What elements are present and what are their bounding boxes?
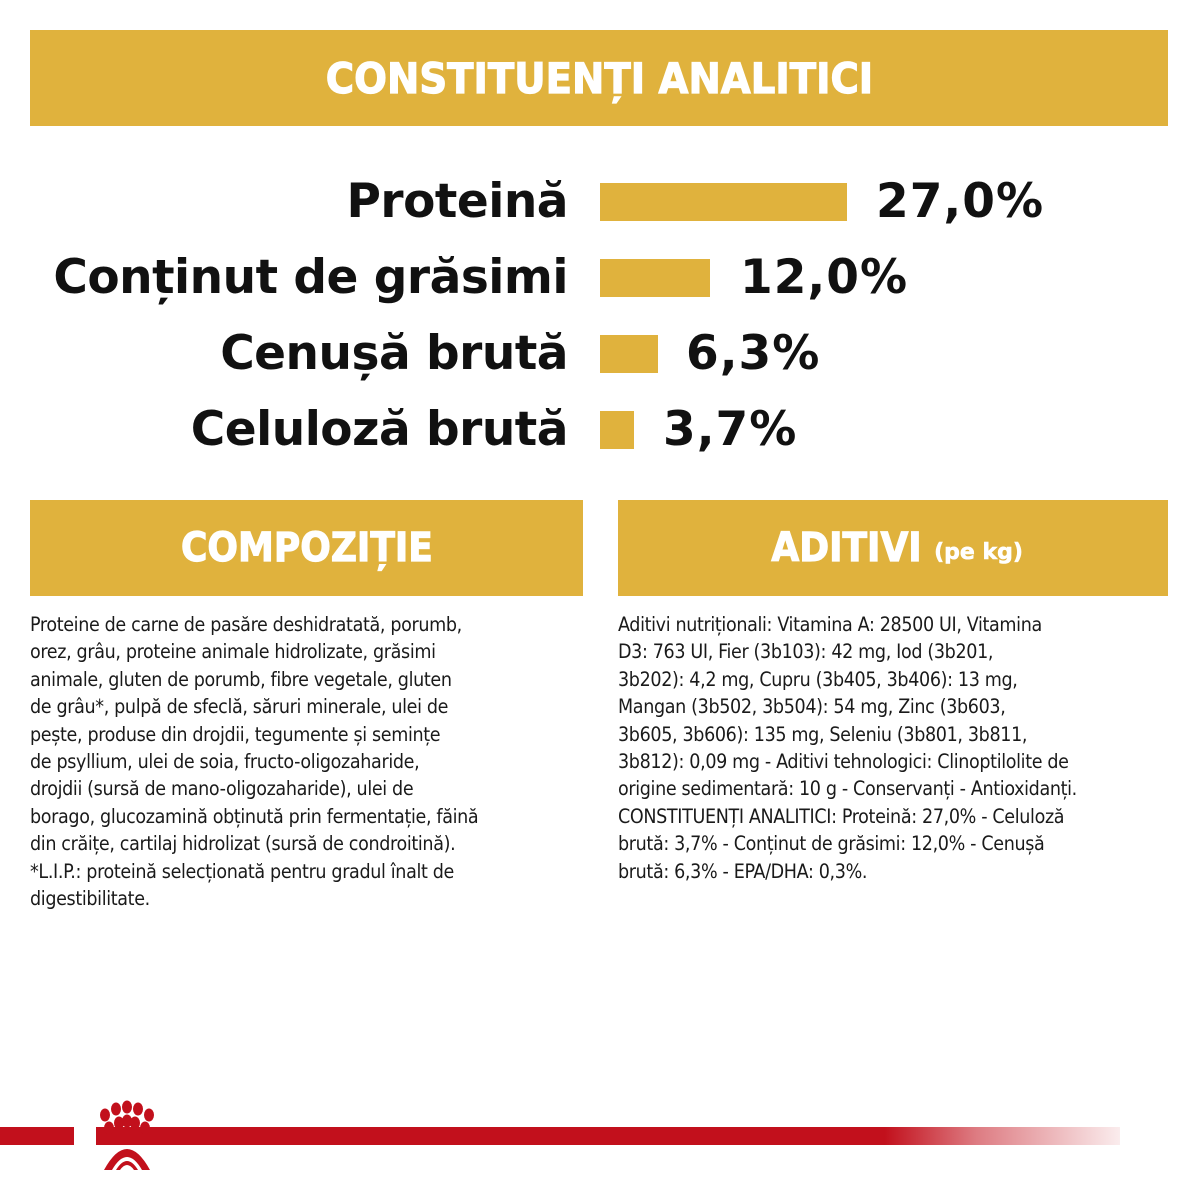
- row-value: 6,3%: [686, 326, 821, 381]
- text-line: 3b202): 4,2 mg, Cupru (3b405, 3b406): 13…: [618, 667, 1018, 691]
- composition-banner: COMPOZIȚIE: [30, 500, 583, 596]
- text-line: D3: 763 UI, Fier (3b103): 42 mg, Iod (3b…: [618, 640, 994, 664]
- text-line: de psyllium, ulei de soia, fructo-oligoz…: [30, 750, 420, 774]
- text-line: animale, gluten de porumb, fibre vegetal…: [30, 667, 452, 691]
- row-label: Cenușă brută: [220, 326, 568, 381]
- text-line: pește, produse din drojdii, tegumente și…: [30, 722, 441, 746]
- composition-text: Proteine de carne de pasăre deshidratată…: [30, 611, 590, 912]
- chart-row-fiber: Celuloză brută 3,7%: [0, 392, 1200, 468]
- text-line: 3b605, 3b606): 135 mg, Seleniu (3b801, 3…: [618, 722, 1028, 746]
- row-label: Conținut de grăsimi: [53, 250, 568, 305]
- text-line: digestibilitate.: [30, 887, 150, 911]
- additives-subtitle: (pe kg): [934, 539, 1023, 565]
- text-line: brută: 3,7% - Conținut de grăsimi: 12,0%…: [618, 832, 1045, 856]
- text-line: brută: 6,3% - EPA/DHA: 0,3%.: [618, 859, 868, 883]
- text-line: drojdii (sursă de mano-oligozaharide), u…: [30, 777, 414, 801]
- chart-row-fat: Conținut de grăsimi 12,0%: [0, 240, 1200, 316]
- analytical-constituents-banner: CONSTITUENȚI ANALITICI: [30, 30, 1168, 126]
- row-label: Celuloză brută: [190, 402, 569, 457]
- additives-banner: ADITIVI (pe kg): [618, 500, 1168, 596]
- banner-title: CONSTITUENȚI ANALITICI: [325, 53, 873, 103]
- text-line: *L.I.P.: proteină selecționată pentru gr…: [30, 859, 454, 883]
- additives-text: Aditivi nutriționali: Vitamina A: 28500 …: [618, 611, 1178, 885]
- composition-title: COMPOZIȚIE: [180, 524, 433, 571]
- text-line: de grâu*, pulpă de sfeclă, săruri minera…: [30, 695, 449, 719]
- brand-footer: [0, 1100, 1200, 1170]
- row-value: 12,0%: [740, 250, 909, 305]
- text-line: din crăițe, cartilaj hidrolizat (sursă d…: [30, 832, 456, 856]
- bar-fat: [600, 259, 710, 297]
- row-label: Proteină: [346, 174, 568, 229]
- crown-icon: [100, 1100, 154, 1170]
- brand-stripe-left: [0, 1127, 74, 1145]
- text-line: orez, grâu, proteine animale hidrolizate…: [30, 640, 436, 664]
- brand-stripe-right: [96, 1127, 1120, 1145]
- text-line: CONSTITUENȚI ANALITICI: Proteină: 27,0% …: [618, 804, 1065, 828]
- nutrient-bar-chart: Proteină 27,0% Conținut de grăsimi 12,0%…: [0, 164, 1200, 464]
- row-value: 3,7%: [663, 402, 798, 457]
- chart-row-protein: Proteină 27,0%: [0, 164, 1200, 240]
- row-value: 27,0%: [876, 174, 1045, 229]
- text-line: 3b812): 0,09 mg - Aditivi tehnologici: C…: [618, 750, 1069, 774]
- chart-row-ash: Cenușă brută 6,3%: [0, 316, 1200, 392]
- text-line: Aditivi nutriționali: Vitamina A: 28500 …: [618, 613, 1042, 636]
- text-line: Proteine de carne de pasăre deshidratată…: [30, 613, 462, 636]
- bar-fiber: [600, 411, 634, 449]
- text-line: Mangan (3b502, 3b504): 54 mg, Zinc (3b60…: [618, 695, 1006, 719]
- text-line: origine sedimentară: 10 g - Conservanți …: [618, 777, 1077, 801]
- text-line: borago, glucozamină obținută prin fermen…: [30, 804, 479, 828]
- bar-ash: [600, 335, 658, 373]
- bar-protein: [600, 183, 847, 221]
- additives-title: ADITIVI: [771, 524, 922, 571]
